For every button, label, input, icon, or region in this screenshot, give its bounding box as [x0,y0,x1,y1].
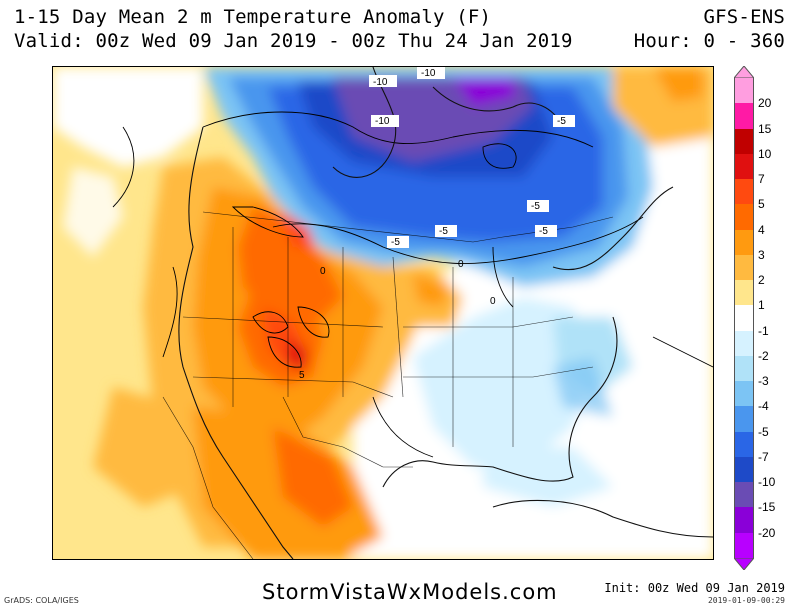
contour-label: -5 [539,226,548,237]
colorbar-segment [734,103,754,129]
colorbar-segment [734,204,754,230]
colorbar-tick-label: -10 [758,475,776,490]
contour-label: 0 [458,259,464,270]
colorbar-bottom-arrow [734,558,754,570]
contour-label: -5 [439,226,448,237]
contour-label: -10 [421,68,436,79]
colorbar-tick-label: -15 [758,500,776,515]
footer-init-time: Init: 00z Wed 09 Jan 2019 [604,581,785,595]
forecast-hours: Hour: 0 - 360 [633,30,785,52]
colorbar-tick-label: 15 [758,121,772,136]
colorbar-tick-label: -4 [758,399,769,414]
coastlines [178,67,713,559]
colorbar-segment [734,482,754,508]
colorbar-segment [734,305,754,331]
contour-label: -5 [557,116,566,127]
anomaly-map-canvas: -10 -10 -10 -5 -5 -5 -5 -5 0 0 0 5 [53,67,713,559]
anomaly-map: -10 -10 -10 -5 -5 -5 -5 -5 0 0 0 5 [52,66,714,560]
contour-label: 5 [299,370,305,381]
contour-label: -10 [375,116,390,127]
contour-label: 0 [490,296,496,307]
colorbar-tick-label: 20 [758,96,772,111]
colorbar-tick-label: -5 [758,424,769,439]
colorbar-top-arrow [734,66,754,78]
colorbar-segment [734,280,754,306]
colorbar-segment [734,532,754,558]
colorbar-segment [734,254,754,281]
colorbar-segment [734,330,754,356]
contour-label: 0 [320,266,326,277]
colorbar-segment [734,381,754,407]
colorbar-tick-label: 10 [758,146,772,161]
contour-label: -5 [531,201,540,212]
contour-labels: -10 -10 -10 -5 -5 -5 -5 -5 0 0 0 5 [299,67,575,381]
colorbar-segment [734,78,754,104]
colorbar-segment [734,456,754,483]
colorbar-segment [734,153,754,180]
colorbar-tick-label: -3 [758,374,769,389]
colorbar-tick-label: -20 [758,525,776,540]
colorbar-legend: 20 15 10 7 5 4 3 2 1 -1 -2 -3 -4 -5 -7 -10 -15 -20 [734,66,775,570]
colorbar-tick-label: -2 [758,348,769,363]
contour-lines [112,111,713,458]
footer-site: StormVistaWxModels.com [262,580,558,604]
contour-label: -10 [373,77,388,88]
colorbar-segment [734,355,754,382]
colorbar-segment [734,507,754,533]
colorbar-segment [734,128,754,154]
chart-title: 1-15 Day Mean 2 m Temperature Anomaly (F… [14,6,492,28]
footer-timestamp: 2019-01-09-00:29 [707,596,785,605]
colorbar-tick-label: 4 [758,222,765,237]
contour-label: -5 [391,237,400,248]
valid-period: Valid: 00z Wed 09 Jan 2019 - 00z Thu 24 … [14,30,573,52]
colorbar-tick-label: 5 [758,197,765,212]
colorbar-tick-label: 2 [758,273,765,288]
colorbar-segment [734,431,754,457]
political-boundaries [162,211,614,559]
footer-credit: GrADS: COLA/IGES [4,596,79,605]
model-name: GFS-ENS [703,6,785,28]
colorbar-tick-label: 7 [758,172,765,187]
colorbar-tick-label: 1 [758,298,765,313]
colorbar-segment [734,179,754,205]
colorbar-segment [734,406,754,432]
colorbar-tick-label: -7 [758,449,769,464]
colorbar-segment [734,229,754,255]
colorbar-tick-label: -1 [758,323,769,338]
colorbar-tick-label: 3 [758,247,765,262]
